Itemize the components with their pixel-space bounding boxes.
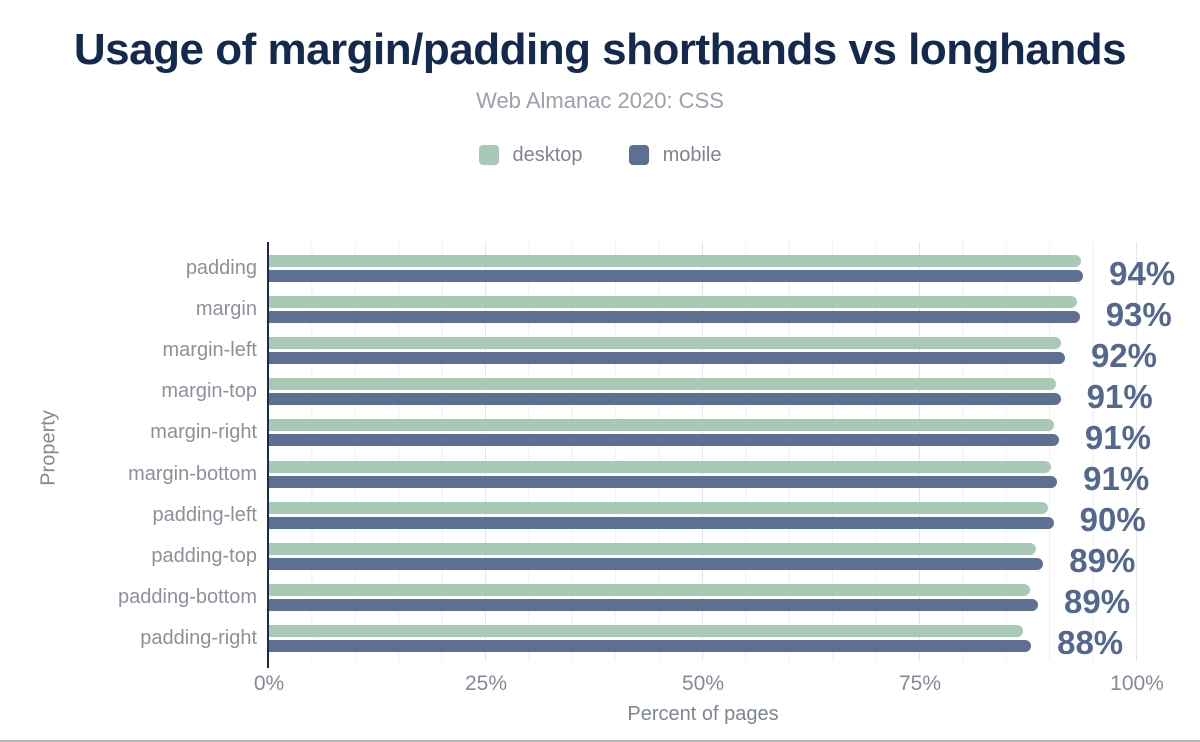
chart-row: 91% xyxy=(269,412,1151,456)
desktop-bar xyxy=(269,542,1037,555)
chart-row: 89% xyxy=(269,536,1137,580)
chart-title: Usage of margin/padding shorthands vs lo… xyxy=(73,25,1127,74)
category-label: margin-top xyxy=(161,380,257,403)
category-label: padding-top xyxy=(151,544,257,567)
mobile-bar xyxy=(269,311,1080,324)
value-label: 94% xyxy=(1109,254,1176,292)
bottom-divider xyxy=(0,740,1200,742)
category-label: margin xyxy=(195,298,257,321)
desktop-bar xyxy=(269,378,1057,391)
chart-row: 92% xyxy=(269,330,1157,374)
desktop-bar xyxy=(269,296,1078,309)
legend-label: mobile xyxy=(662,143,722,166)
x-tick-label: 100% xyxy=(1110,672,1164,695)
legend-label: desktop xyxy=(512,143,583,166)
x-tick-label: 75% xyxy=(898,672,942,695)
desktop-bar xyxy=(269,419,1054,432)
mobile-bar xyxy=(269,352,1065,365)
legend-swatch-icon xyxy=(478,145,499,165)
mobile-bar xyxy=(269,270,1084,283)
chart-row: 89% xyxy=(269,577,1137,621)
mobile-bar xyxy=(269,475,1058,488)
desktop-bar xyxy=(269,624,1024,637)
desktop-bar xyxy=(269,460,1052,473)
category-label: padding-left xyxy=(152,503,257,526)
value-label: 93% xyxy=(1105,295,1172,333)
desktop-bar xyxy=(269,501,1048,514)
legend-swatch-icon xyxy=(628,145,649,165)
value-label: 89% xyxy=(1069,542,1136,580)
x-tick-label: 50% xyxy=(681,672,725,695)
desktop-bar xyxy=(269,337,1061,350)
mobile-bar xyxy=(269,598,1039,611)
bar-rows: 94% 93% 92% 91% 91% 91% 90% 89% 89% 88% xyxy=(269,242,1175,662)
plot-area: 94% 93% 92% 91% 91% 91% 90% 89% 89% 88% xyxy=(267,242,1175,668)
x-tick-label: 0% xyxy=(253,672,285,695)
x-tick-label: 25% xyxy=(464,672,508,695)
category-label: margin-right xyxy=(150,421,257,444)
desktop-bar xyxy=(269,255,1081,268)
x-axis-title: Percent of pages xyxy=(627,703,779,725)
chart-row: 94% xyxy=(269,248,1175,292)
category-label: margin-left xyxy=(162,339,257,362)
chart-row: 91% xyxy=(269,453,1149,497)
value-label: 92% xyxy=(1090,336,1158,374)
mobile-bar xyxy=(269,393,1061,406)
value-label: 90% xyxy=(1079,501,1146,539)
category-label: margin-bottom xyxy=(128,462,257,485)
mobile-bar xyxy=(269,639,1032,652)
x-axis-ticks: 0% 25% 50% 75% 100% xyxy=(254,672,1164,698)
value-label: 88% xyxy=(1057,624,1124,662)
chart-row: 88% xyxy=(269,618,1137,662)
desktop-bar xyxy=(269,583,1031,596)
legend: desktop mobile xyxy=(0,142,1200,168)
chart-row: 91% xyxy=(269,371,1153,415)
value-label: 89% xyxy=(1064,583,1131,621)
value-label: 91% xyxy=(1083,460,1150,498)
legend-item: desktop xyxy=(478,143,583,167)
mobile-bar xyxy=(269,516,1054,529)
value-label: 91% xyxy=(1084,418,1151,456)
category-label: padding-right xyxy=(140,626,257,649)
mobile-bar xyxy=(269,434,1059,447)
legend-item: mobile xyxy=(628,143,722,167)
category-label: padding xyxy=(185,257,257,280)
category-labels: padding margin margin-left margin-top margin… xyxy=(0,242,257,661)
value-label: 91% xyxy=(1086,377,1153,415)
mobile-bar xyxy=(269,557,1044,570)
chart-subtitle: Web Almanac 2020: CSS xyxy=(476,88,724,113)
chart-row: 90% xyxy=(269,495,1146,538)
category-label: padding-bottom xyxy=(118,585,257,608)
chart-row: 93% xyxy=(269,289,1172,333)
